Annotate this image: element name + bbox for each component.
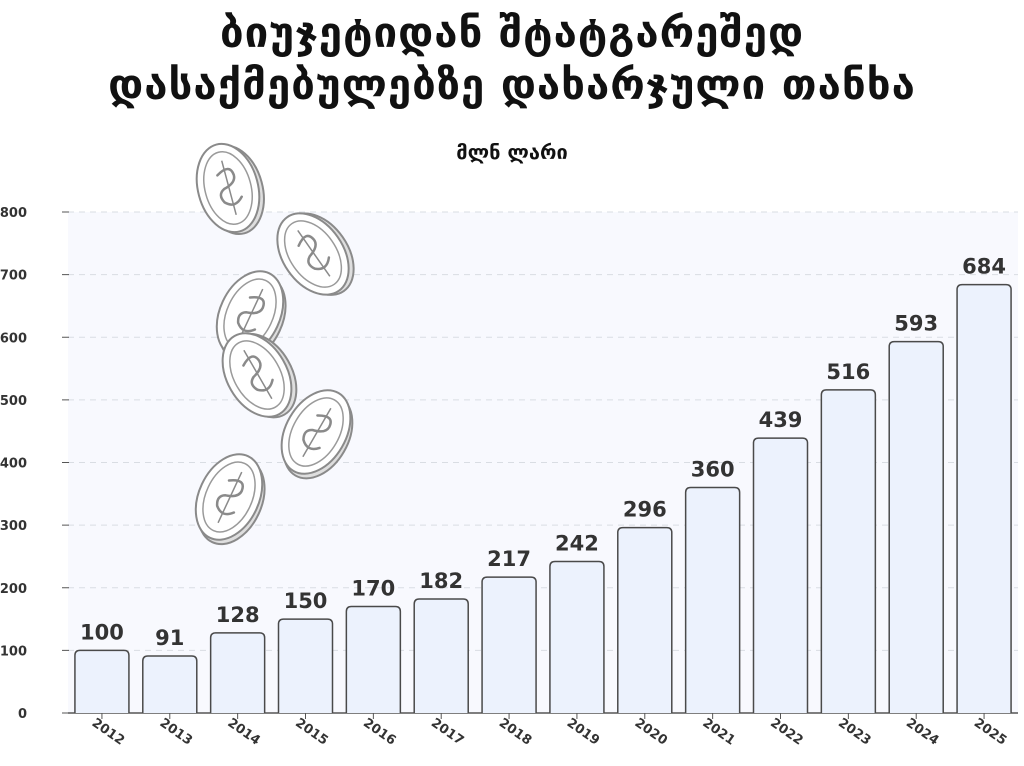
coin-icon (194, 453, 266, 546)
data-label-2019: 242 (555, 531, 599, 555)
y-tick-label: 700 (0, 269, 27, 284)
coins-illustration (194, 142, 355, 546)
data-label-2015: 150 (284, 589, 328, 613)
x-tick-label-2015: 2015 (292, 716, 330, 749)
x-tick-label-2016: 2016 (360, 716, 398, 749)
data-label-2014: 128 (216, 603, 260, 627)
chart-subtitle: მლნ ლარი (456, 140, 568, 164)
bar-2018 (481, 576, 537, 713)
x-tick-label-2022: 2022 (767, 716, 805, 749)
data-label-2018: 217 (487, 547, 531, 571)
chart-title-line-1: ბიუჯეტიდან შტატგარეშედ (219, 8, 805, 57)
bar-2022 (752, 437, 809, 713)
bar-2021 (684, 486, 741, 713)
data-label-2020: 296 (623, 498, 667, 522)
bar-2025 (956, 283, 1012, 713)
y-tick-label: 200 (0, 582, 27, 597)
data-label-2023: 516 (826, 360, 870, 384)
bar-2019 (549, 560, 605, 713)
data-label-2016: 170 (351, 577, 395, 601)
x-tick-label-2013: 2013 (157, 716, 195, 749)
bar-2024 (888, 340, 944, 713)
bar-2017 (413, 598, 469, 713)
data-label-2017: 182 (419, 569, 463, 593)
data-label-2013: 91 (155, 626, 184, 650)
x-tick-label-2012: 2012 (89, 716, 127, 749)
data-label-2021: 360 (691, 458, 735, 482)
y-tick-label: 400 (0, 457, 27, 472)
data-label-2012: 100 (80, 620, 124, 644)
y-tick-label: 500 (0, 394, 27, 409)
x-tick-label-2024: 2024 (903, 716, 941, 749)
bar-2012 (74, 649, 130, 713)
x-tick-label-2018: 2018 (496, 716, 534, 749)
x-tick-label-2014: 2014 (225, 716, 263, 749)
x-tick-label-2017: 2017 (428, 716, 466, 749)
coin-icon (280, 389, 354, 480)
bar-2016 (345, 605, 402, 713)
chart-title-line-2: დასაქმებულებზე დახარჯული თანხა (108, 60, 916, 109)
data-label-2025: 684 (962, 255, 1006, 279)
y-tick-label: 100 (0, 644, 27, 659)
data-label-2024: 593 (894, 312, 938, 336)
y-tick-label: 800 (0, 206, 27, 221)
y-tick-label: 300 (0, 519, 27, 534)
x-tick-label-2023: 2023 (835, 716, 873, 749)
x-tick-label-2020: 2020 (632, 716, 670, 749)
bar-2020 (617, 526, 673, 713)
y-tick-label: 0 (18, 707, 27, 722)
coin-icon (276, 212, 355, 296)
x-tick-label-2021: 2021 (700, 716, 738, 749)
bar-2023 (820, 389, 877, 713)
bar-2013 (142, 655, 198, 713)
data-label-2022: 439 (759, 408, 803, 432)
y-tick-label: 600 (0, 331, 27, 346)
coin-icon (195, 142, 265, 236)
bar-2014 (209, 632, 266, 713)
x-tick-label-2019: 2019 (564, 716, 602, 749)
coin-icon (221, 332, 298, 419)
bar-2015 (277, 618, 334, 713)
x-tick-label-2025: 2025 (971, 716, 1009, 749)
